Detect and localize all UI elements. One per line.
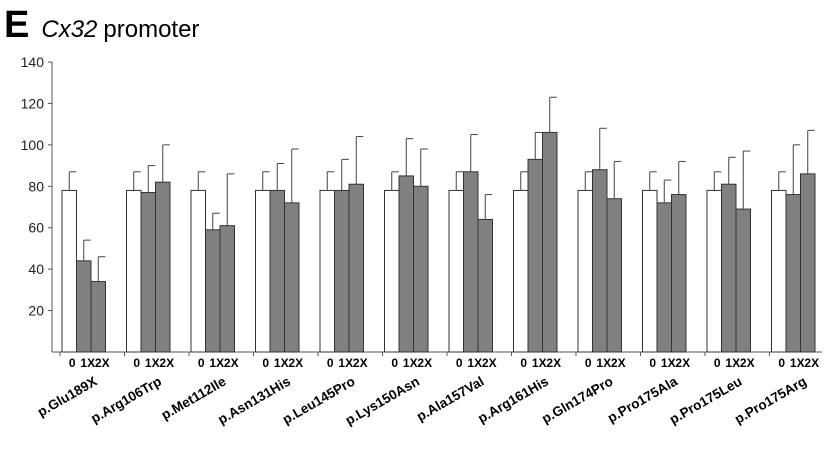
bar: [463, 171, 479, 353]
title-gene: Cx32: [41, 16, 98, 43]
condition-label: 1X: [145, 356, 160, 370]
bar: [398, 175, 414, 353]
bar: [284, 202, 300, 353]
condition-label: 1X: [532, 356, 547, 370]
condition-label: 1X: [790, 356, 805, 370]
bar: [61, 189, 77, 353]
bar: [771, 189, 787, 353]
condition-label: 0: [520, 356, 527, 370]
condition-label: 0: [198, 356, 205, 370]
y-tick-label: 40: [28, 261, 44, 277]
condition-label: 2X: [224, 356, 239, 370]
bar: [155, 181, 171, 353]
condition-label: 0: [649, 356, 656, 370]
condition-label: 2X: [159, 356, 174, 370]
condition-label: 1X: [467, 356, 482, 370]
category-label: p.Arg161His: [475, 374, 551, 426]
bar: [126, 189, 142, 353]
bar: [592, 169, 608, 353]
condition-label: 1X: [725, 356, 740, 370]
condition-label: 1X: [209, 356, 224, 370]
condition-label: 1X: [661, 356, 676, 370]
bar: [140, 192, 156, 353]
category-label: p.Pro175Arg: [732, 374, 809, 427]
condition-label: 2X: [804, 356, 819, 370]
bar: [721, 183, 737, 353]
condition-label: 0: [585, 356, 592, 370]
condition-label: 0: [391, 356, 398, 370]
bar: [642, 189, 658, 353]
condition-label: 0: [133, 356, 140, 370]
bar: [348, 183, 364, 353]
condition-label: 1X: [403, 356, 418, 370]
bar: [334, 189, 350, 353]
condition-label: 1X: [274, 356, 289, 370]
bar: [413, 185, 429, 353]
category-label: p.Ala157Val: [414, 374, 487, 425]
y-tick-label: 80: [28, 178, 44, 194]
chart-title: E Cx32 promoter: [4, 4, 200, 46]
condition-label: 2X: [417, 356, 432, 370]
y-tick-label: 20: [28, 303, 44, 319]
condition-label: 0: [778, 356, 785, 370]
condition-label: 2X: [740, 356, 755, 370]
condition-label: 2X: [95, 356, 110, 370]
condition-label: 1X: [80, 356, 95, 370]
condition-label: 2X: [353, 356, 368, 370]
condition-label: 2X: [288, 356, 303, 370]
condition-label: 2X: [611, 356, 626, 370]
bar: [735, 208, 751, 353]
panel-letter: E: [4, 4, 30, 46]
bar: [527, 158, 543, 353]
bar: [577, 189, 593, 353]
condition-label: 0: [262, 356, 269, 370]
condition-label: 1X: [596, 356, 611, 370]
bar: [76, 260, 92, 353]
bar: [706, 189, 722, 353]
bar: [542, 131, 558, 353]
bar: [671, 194, 687, 353]
bar: [205, 229, 221, 353]
category-label: p.Pro175Leu: [667, 374, 745, 428]
bar: [448, 189, 464, 353]
bar: [785, 194, 801, 353]
condition-label: 0: [327, 356, 334, 370]
bar: [477, 218, 493, 353]
condition-label: 0: [714, 356, 721, 370]
y-tick-label: 140: [21, 54, 45, 70]
y-tick-label: 120: [21, 95, 45, 111]
title-rest: promoter: [103, 16, 200, 43]
y-tick-label: 100: [21, 137, 45, 153]
bar: [800, 173, 816, 353]
y-tick-label: 60: [28, 220, 44, 236]
bar: [255, 189, 271, 353]
bar: [219, 225, 235, 353]
bar: [606, 198, 622, 353]
bar: [319, 189, 335, 353]
bar: [269, 189, 285, 353]
condition-label: 0: [69, 356, 76, 370]
bar: [190, 189, 206, 353]
condition-label: 2X: [675, 356, 690, 370]
condition-label: 1X: [338, 356, 353, 370]
bar: [384, 189, 400, 353]
bar: [513, 189, 529, 353]
category-label: p.Gln174Pro: [539, 374, 615, 427]
condition-label: 0: [456, 356, 463, 370]
category-label: p.Asn131His: [215, 374, 293, 428]
bar: [90, 281, 106, 353]
condition-label: 2X: [482, 356, 497, 370]
condition-label: 2X: [546, 356, 561, 370]
bar: [656, 202, 672, 353]
category-label: p.Arg106Trp: [88, 374, 164, 426]
